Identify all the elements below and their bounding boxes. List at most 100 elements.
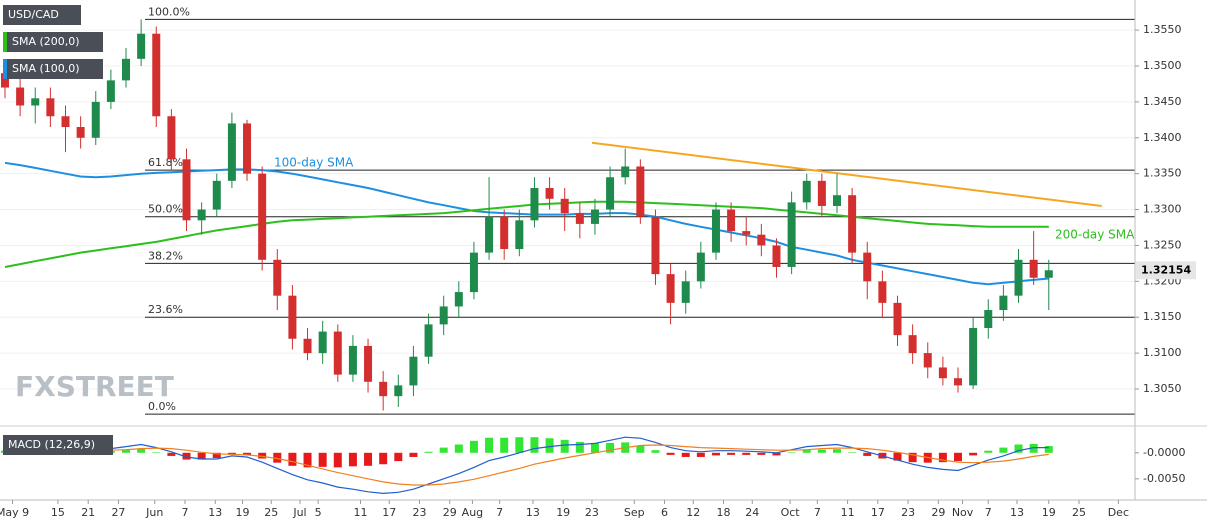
- x-tick-label: 7: [182, 506, 189, 519]
- macd-bar: [984, 450, 993, 453]
- candle-body: [848, 195, 857, 253]
- y-tick-label: 1.3300: [1143, 203, 1182, 216]
- x-tick-label: 21: [81, 506, 95, 519]
- x-tick-label: 17: [871, 506, 885, 519]
- candle-body: [893, 302, 902, 336]
- x-tick-label: 25: [264, 506, 278, 519]
- x-tick-label: 13: [1010, 506, 1024, 519]
- candle-body: [227, 123, 236, 181]
- x-tick-label: 19: [235, 506, 249, 519]
- candle-body: [832, 195, 841, 206]
- macd-bar: [651, 450, 660, 453]
- candle-body: [984, 310, 993, 328]
- x-tick-label: 23: [585, 506, 599, 519]
- macd-bar: [545, 438, 554, 453]
- macd-bar: [182, 452, 191, 460]
- macd-bar: [273, 452, 282, 463]
- candle-body: [76, 127, 85, 138]
- macd-bar: [1029, 443, 1038, 453]
- candle-body: [787, 202, 796, 267]
- y-tick-label: 1.3400: [1143, 131, 1182, 144]
- macd-bar: [409, 452, 418, 457]
- y-tick-label: 1.3500: [1143, 59, 1182, 72]
- candle-body: [711, 209, 720, 253]
- macd-bar: [1044, 446, 1053, 453]
- legend-entry: SMA (100,0): [12, 62, 80, 75]
- candle-body: [969, 327, 978, 386]
- y-tick-label: 1.3450: [1143, 95, 1182, 108]
- candle-body: [636, 166, 645, 217]
- macd-bar: [364, 452, 373, 466]
- macd-bar: [908, 452, 917, 463]
- signal-line: [4, 444, 1049, 486]
- candle-body: [863, 252, 872, 282]
- candle-body: [560, 198, 569, 214]
- y-tick-label: 1.3350: [1143, 167, 1182, 180]
- candle-body: [802, 180, 811, 203]
- legend-title: USD/CAD: [8, 8, 59, 21]
- x-tick-label: 12: [686, 506, 700, 519]
- candle-body: [666, 274, 675, 303]
- candle-body: [757, 234, 766, 246]
- candle-body: [772, 245, 781, 267]
- plot-area: 100.0% 61.8% 50.0% 38.2% 23.6% 0.0%: [0, 5, 1135, 495]
- candle-body: [167, 116, 176, 160]
- x-tick-label: 11: [353, 506, 367, 519]
- candle-body: [137, 33, 146, 59]
- macd-bar: [303, 452, 312, 468]
- candle-body: [999, 295, 1008, 311]
- x-tick-label: 25: [1072, 506, 1086, 519]
- y-tick-label: 1.3550: [1143, 23, 1182, 36]
- fib-label: 23.6%: [148, 303, 183, 316]
- candle-body: [16, 87, 25, 106]
- candle-body: [106, 80, 115, 102]
- candle-body: [454, 292, 463, 307]
- candle-body: [197, 209, 206, 221]
- candle-body: [394, 385, 403, 397]
- x-tick-label: 24: [745, 506, 759, 519]
- price-label: 1.32154: [1141, 263, 1191, 276]
- x-tick-label: 15: [51, 506, 65, 519]
- x-tick-label: 23: [901, 506, 915, 519]
- macd-bar: [893, 452, 902, 461]
- candle-body: [954, 378, 963, 386]
- legend-box: [3, 435, 113, 455]
- x-tick-label: 6: [661, 506, 668, 519]
- macd-bar: [469, 440, 478, 453]
- macd-bar: [727, 452, 736, 455]
- x-tick-label: 7: [985, 506, 992, 519]
- x-tick-label: Jul: [292, 506, 306, 519]
- macd-bar: [757, 452, 766, 455]
- x-tick-label: 7: [496, 506, 503, 519]
- macd-bar: [1014, 444, 1023, 453]
- candle-body: [439, 306, 448, 325]
- macd-bar: [636, 445, 645, 453]
- x-tick-label: Jun: [145, 506, 163, 519]
- annotation: 100-day SMA: [274, 156, 354, 170]
- candle-body: [303, 338, 312, 354]
- macd-bar: [969, 452, 978, 456]
- fib-label: 61.8%: [148, 156, 183, 169]
- candle-body: [606, 177, 615, 210]
- candle-body: [348, 345, 357, 375]
- macd-bar: [530, 437, 539, 453]
- macd-bar: [333, 452, 342, 468]
- candle-body: [923, 353, 932, 368]
- x-tick-label: 11: [841, 506, 855, 519]
- x-tick-label: Sep: [624, 506, 645, 519]
- candle-body: [817, 180, 826, 206]
- macd-bar: [243, 452, 252, 455]
- candle-body: [31, 98, 40, 106]
- x-tick-label: 13: [526, 506, 540, 519]
- x-tick-label: 5: [315, 506, 322, 519]
- macd-bar: [938, 452, 947, 463]
- trendline: [591, 141, 1102, 207]
- candle-body: [878, 281, 887, 303]
- x-tick-label: 19: [556, 506, 570, 519]
- x-tick-label: Aug: [462, 506, 483, 519]
- fib-label: 100.0%: [148, 5, 190, 18]
- macd-bar: [500, 437, 509, 453]
- candle-body: [681, 281, 690, 303]
- candle-body: [545, 188, 554, 199]
- macd-bar: [848, 452, 857, 453]
